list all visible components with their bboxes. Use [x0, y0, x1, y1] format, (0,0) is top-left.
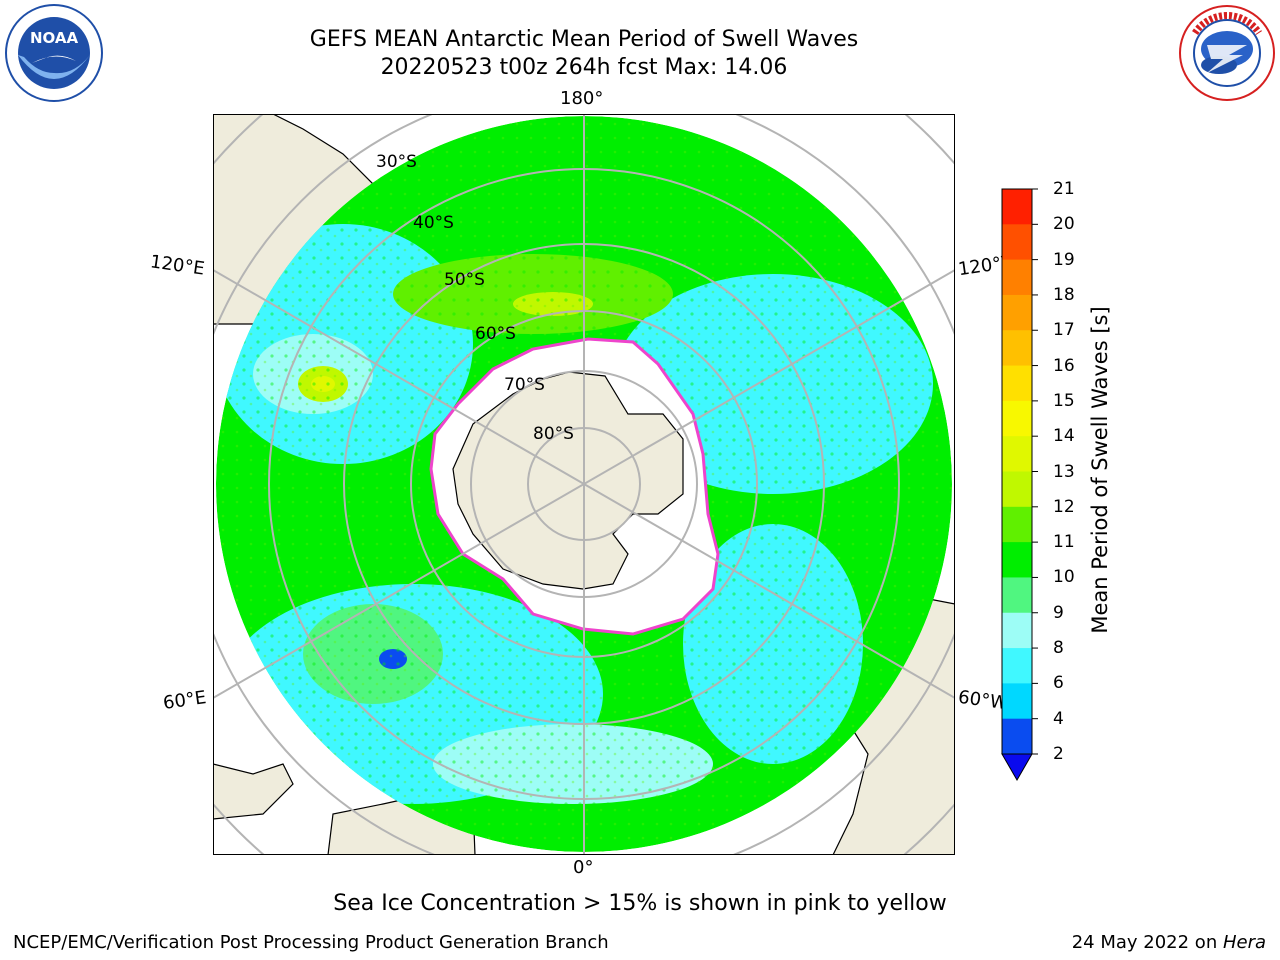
colorbar-tick-label: 15 [1053, 390, 1075, 411]
chart-title: GEFS MEAN Antarctic Mean Period of Swell… [309, 27, 859, 52]
lat-label-80s: 80°S [533, 424, 574, 444]
lon-label-lower-left: 60°E [161, 687, 208, 714]
noaa-logo: NOAA [5, 4, 103, 102]
colorbar-swatch [1002, 294, 1032, 331]
lat-label-30s: 30°S [376, 152, 417, 172]
lon-label-bottom: 0° [573, 857, 594, 878]
colorbar-swatch [1002, 718, 1032, 755]
lon-label-upper-left: 120°E [148, 251, 206, 280]
colorbar-swatch [1002, 259, 1032, 296]
colorbar-swatch [1002, 542, 1032, 578]
colorbar-swatch [1002, 471, 1032, 508]
colorbar [1001, 188, 1038, 782]
chart-subtitle: 20220523 t00z 264h fcst Max: 14.06 [380, 55, 788, 80]
polar-map [213, 114, 955, 855]
credit-right: 24 May 2022 on Hera [1072, 932, 1266, 953]
colorbar-tick-label: 10 [1053, 567, 1075, 588]
colorbar-tick-label: 6 [1053, 673, 1064, 694]
sea-ice-note: Sea Ice Concentration > 15% is shown in … [333, 891, 947, 916]
colorbar-swatch [1002, 330, 1032, 367]
colorbar-tick-label: 2 [1053, 744, 1064, 764]
credit-left: NCEP/EMC/Verification Post Processing Pr… [13, 932, 609, 953]
credit-host: Hera [1222, 932, 1266, 953]
lon-label-top: 180° [560, 88, 604, 109]
colorbar-tick-label: 16 [1053, 355, 1075, 376]
credit-date: 24 May 2022 on [1071, 932, 1223, 953]
colorbar-tick-label: 13 [1053, 461, 1075, 482]
colorbar-label: Mean Period of Swell Waves [s] [1088, 306, 1112, 634]
colorbar-swatch [1002, 400, 1032, 437]
lat-label-70s: 70°S [504, 375, 545, 395]
colorbar-swatch [1002, 506, 1032, 543]
lat-label-50s: 50°S [444, 270, 485, 290]
graticule [213, 114, 955, 855]
colorbar-tick-label: 19 [1053, 249, 1075, 270]
colorbar-tick-label: 11 [1053, 532, 1075, 553]
noaa-logo-text: NOAA [30, 29, 79, 47]
colorbar-tick-label: 4 [1053, 708, 1064, 729]
colorbar-swatch [1002, 577, 1032, 614]
colorbar-tick-label: 18 [1053, 284, 1075, 305]
colorbar-tick-label: 8 [1053, 638, 1064, 659]
colorbar-extend-arrow [1001, 753, 1033, 782]
colorbar-swatch [1002, 365, 1032, 402]
lat-label-60s: 60°S [475, 324, 516, 344]
colorbar-swatch [1002, 189, 1032, 225]
colorbar-tick-label: 17 [1053, 320, 1075, 341]
colorbar-tick-label: 21 [1053, 179, 1075, 199]
lat-label-40s: 40°S [413, 213, 454, 233]
colorbar-swatch [1002, 683, 1032, 720]
colorbar-tick-label: 12 [1053, 496, 1075, 517]
nws-logo [1179, 5, 1275, 101]
colorbar-swatch [1002, 612, 1032, 649]
antarctica [452, 371, 684, 590]
colorbar-tick-label: 14 [1053, 426, 1075, 447]
colorbar-swatch [1002, 436, 1032, 472]
colorbar-tick-label: 20 [1053, 214, 1075, 235]
colorbar-swatch [1002, 224, 1032, 261]
colorbar-swatch [1002, 648, 1032, 684]
colorbar-tick-label: 9 [1053, 602, 1064, 623]
